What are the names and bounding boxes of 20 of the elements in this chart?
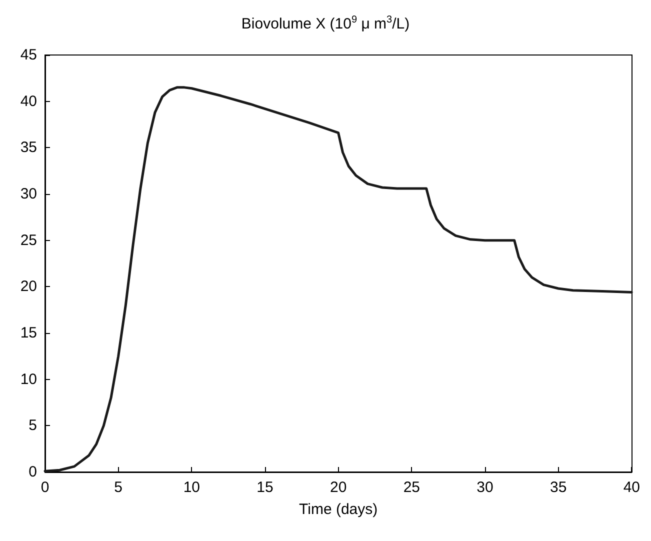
x-tick-label: 20 xyxy=(330,479,347,496)
x-tick-label: 10 xyxy=(183,479,200,496)
y-tick-label: 10 xyxy=(20,370,37,388)
y-tick-label: 25 xyxy=(20,232,37,249)
y-tick-label: 45 xyxy=(20,46,37,64)
x-tick-label: 35 xyxy=(550,479,567,496)
y-tick-label: 20 xyxy=(20,278,37,296)
y-tick-label: 40 xyxy=(20,92,37,110)
y-tick-label: 35 xyxy=(20,139,37,156)
x-tick-label: 40 xyxy=(623,479,640,496)
x-tick-label: 5 xyxy=(114,479,123,496)
y-tick-label: 15 xyxy=(20,324,37,342)
y-tick-label: 5 xyxy=(28,417,37,434)
x-tick-label: 25 xyxy=(403,479,420,496)
x-tick-label: 30 xyxy=(476,479,494,496)
y-tick-label: 0 xyxy=(28,464,37,480)
x-tick-label: 0 xyxy=(40,479,50,496)
x-tick-label: 15 xyxy=(256,479,274,496)
y-tick-label: 30 xyxy=(20,186,37,202)
x-axis-title: Time (days) xyxy=(299,501,378,518)
